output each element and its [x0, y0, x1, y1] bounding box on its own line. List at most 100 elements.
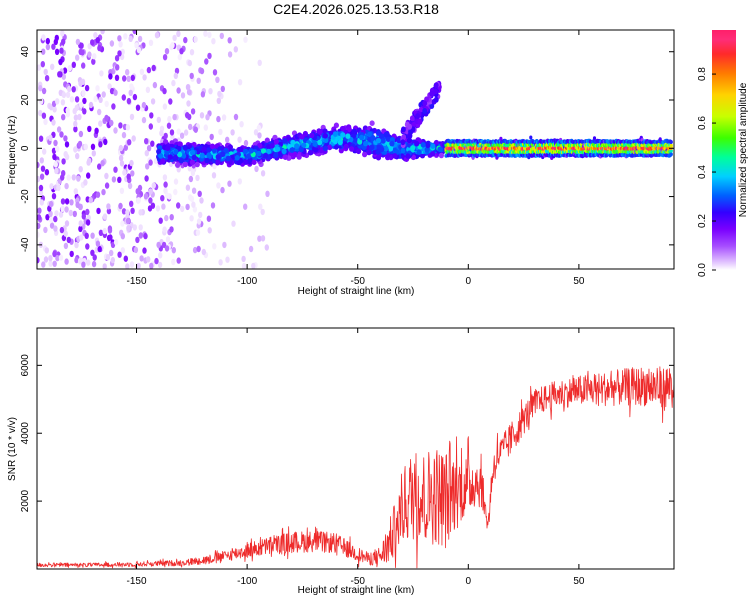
heatmap-cell: [138, 209, 143, 216]
snr-plot-area: [37, 328, 674, 569]
heatmap-cell: [332, 138, 338, 145]
heatmap-cell: [176, 30, 181, 37]
heatmap-cell: [302, 130, 308, 137]
heatmap-cell: [425, 142, 431, 149]
heatmap-cell: [323, 137, 329, 144]
heatmap-cell: [173, 72, 178, 80]
heatmap-cell: [128, 35, 133, 42]
heatmap-cell: [367, 131, 373, 138]
heatmap-cell: [217, 146, 223, 152]
heatmap-cell: [415, 113, 420, 120]
heatmap-cell: [349, 146, 355, 152]
heatmap-cell: [118, 122, 123, 129]
colorbar: 0.0 0.2 0.4 0.6 0.8 Normalized spectral ampl…: [697, 30, 749, 277]
heatmap-cell: [65, 107, 70, 114]
heatmap-cell: [183, 129, 189, 136]
heatmap-cell: [309, 132, 315, 139]
heatmap-cell: [185, 84, 191, 91]
heatmap-cell: [156, 116, 161, 124]
heatmap-cell: [109, 249, 114, 257]
heatmap-cell: [385, 136, 391, 142]
heatmap-cell: [264, 137, 270, 144]
heatmap-cell: [73, 114, 79, 121]
heatmap-cell: [48, 134, 53, 141]
heatmap-cell: [254, 165, 259, 173]
heatmap-cell: [169, 129, 175, 136]
heatmap-cell: [85, 219, 91, 226]
heatmap-cell: [430, 151, 436, 157]
heatmap-cell: [227, 51, 233, 58]
heatmap-cell: [98, 120, 103, 127]
heatmap-cell: [383, 145, 389, 152]
heatmap-cell: [165, 145, 171, 151]
heatmap-cell: [129, 83, 134, 90]
heatmap-cell: [53, 139, 58, 147]
heatmap-cell: [80, 49, 85, 56]
heatmap-cell: [95, 240, 101, 247]
heatmap-cell: [211, 172, 217, 179]
heatmap-cell: [182, 144, 188, 151]
heatmap-cell: [211, 38, 216, 45]
heatmap-cell: [189, 159, 195, 166]
heatmap-cell: [206, 147, 212, 153]
heatmap-cell: [167, 115, 172, 123]
heatmap-cell: [109, 119, 114, 127]
heatmap-cell: [144, 150, 149, 157]
heatmap-cell: [165, 236, 171, 243]
heatmap-cell: [669, 140, 673, 144]
heatmap-cell: [84, 232, 89, 239]
y-tick-label: 40: [20, 46, 31, 58]
heatmap-cell: [125, 217, 131, 225]
heatmap-cell: [272, 134, 278, 141]
heatmap-cell: [203, 30, 208, 37]
heatmap-cell: [193, 36, 198, 43]
heatmap-cell: [151, 64, 156, 72]
heatmap-cell: [260, 208, 265, 216]
heatmap-cell: [356, 148, 362, 155]
heatmap-marks: [37, 30, 673, 269]
heatmap-cell: [529, 135, 533, 140]
heatmap-cell: [97, 44, 102, 52]
heatmap-cell: [52, 153, 57, 161]
heatmap-cell: [120, 233, 126, 240]
heatmap-cell: [132, 224, 137, 231]
heatmap-cell: [236, 159, 242, 166]
heatmap-cell: [163, 181, 168, 188]
heatmap-cell: [58, 211, 64, 218]
heatmap-cell: [669, 152, 673, 157]
heatmap-cell: [54, 167, 59, 175]
heatmap-cell: [129, 113, 135, 121]
heatmap-cell: [248, 245, 254, 253]
heatmap-cell: [409, 115, 415, 122]
heatmap-cell: [110, 256, 116, 264]
heatmap-cell: [75, 38, 81, 46]
heatmap-cell: [64, 198, 70, 205]
heatmap-cell: [234, 155, 240, 161]
heatmap-cell: [208, 88, 213, 95]
heatmap-cell: [195, 229, 201, 236]
heatmap-cell: [322, 133, 328, 139]
heatmap-cell: [59, 47, 64, 54]
heatmap-cell: [69, 199, 74, 206]
heatmap-cell: [38, 109, 43, 117]
heatmap-cell: [76, 175, 81, 182]
heatmap-cell: [379, 133, 385, 140]
heatmap-cell: [118, 154, 124, 162]
heatmap-cell: [132, 93, 138, 101]
heatmap-cell: [173, 178, 179, 185]
heatmap-cell: [128, 89, 133, 97]
colorbar-tick-label: 0.8: [697, 67, 708, 81]
heatmap-cell: [217, 90, 222, 98]
heatmap-cell: [37, 214, 42, 221]
heatmap-cell: [207, 52, 212, 60]
heatmap-cell: [169, 214, 174, 221]
heatmap-cell: [256, 124, 262, 132]
x-tick-label: 50: [573, 576, 585, 587]
heatmap-cell: [143, 193, 149, 200]
heatmap-cell: [205, 114, 210, 121]
heatmap-cell: [176, 128, 181, 135]
heatmap-cell: [433, 88, 438, 95]
heatmap-cell: [130, 74, 135, 82]
y-tick-label: 4000: [20, 422, 31, 445]
heatmap-cell: [241, 262, 247, 269]
